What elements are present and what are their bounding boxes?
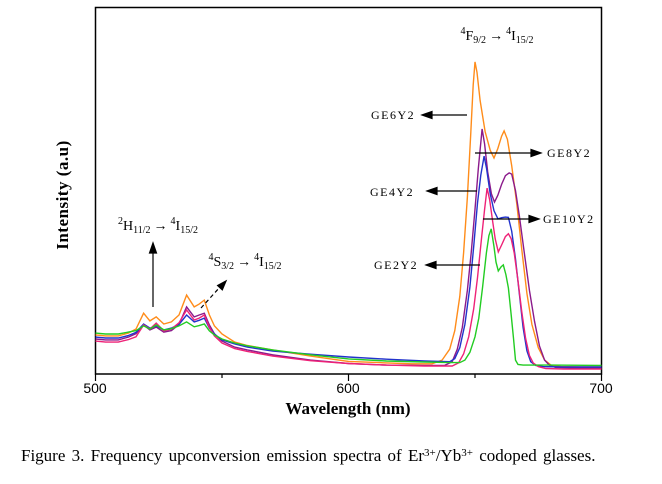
annotation-arrows [148, 110, 543, 309]
x-tick-label-500: 500 [83, 380, 107, 396]
x-tick-label-700: 700 [589, 380, 613, 396]
spectra-curves [95, 61, 602, 370]
series-label-ge4y2: GE4Y2 [370, 185, 415, 199]
annotation-s3/2-transition: 4S3/2 → 4I15/2 [208, 252, 282, 272]
ge4y2-arrowhead-icon [425, 186, 438, 196]
right-arrow-glyph: → [489, 29, 504, 44]
annotation-h11/2-transition: 2H11/2 → 4I15/2 [118, 216, 198, 236]
series-label-ge8y2: GE8Y2 [547, 146, 592, 160]
ge10y2-arrowhead-icon [528, 214, 541, 224]
x-axis-ticks [94, 374, 603, 381]
x-axis-label: Wavelength (nm) [285, 399, 411, 418]
plot-frame [94, 6, 603, 375]
y-axis-label: Intensity (a.u) [53, 140, 72, 250]
curve-ge2y2 [95, 228, 602, 367]
annotation-f9/2-transition: 4F9/2 → 4I15/2 [460, 26, 534, 46]
s-transition-arrowhead-icon [216, 279, 228, 291]
x-tick-label-600: 600 [336, 380, 360, 396]
curve-ge8y2 [95, 128, 602, 369]
right-arrow-glyph: → [237, 255, 252, 270]
series-label-ge2y2: GE2Y2 [374, 258, 419, 272]
spectra-plot: Intensity (a.u) Wavelength (nm) 500 600 … [53, 6, 613, 418]
series-label-ge6y2: GE6Y2 [371, 108, 416, 122]
series-label-ge10y2: GE10Y2 [543, 212, 595, 226]
s-transition-arrow-line [200, 286, 221, 309]
ge8y2-arrowhead-icon [530, 148, 543, 158]
right-arrow-glyph: → [153, 219, 168, 234]
figure-caption: Figure 3. Frequency upconversion emissio… [21, 446, 596, 465]
h-transition-arrowhead-icon [148, 241, 158, 254]
plot-canvas [94, 6, 603, 381]
ge2y2-arrowhead-icon [424, 260, 437, 270]
ge6y2-arrowhead-icon [420, 110, 433, 120]
